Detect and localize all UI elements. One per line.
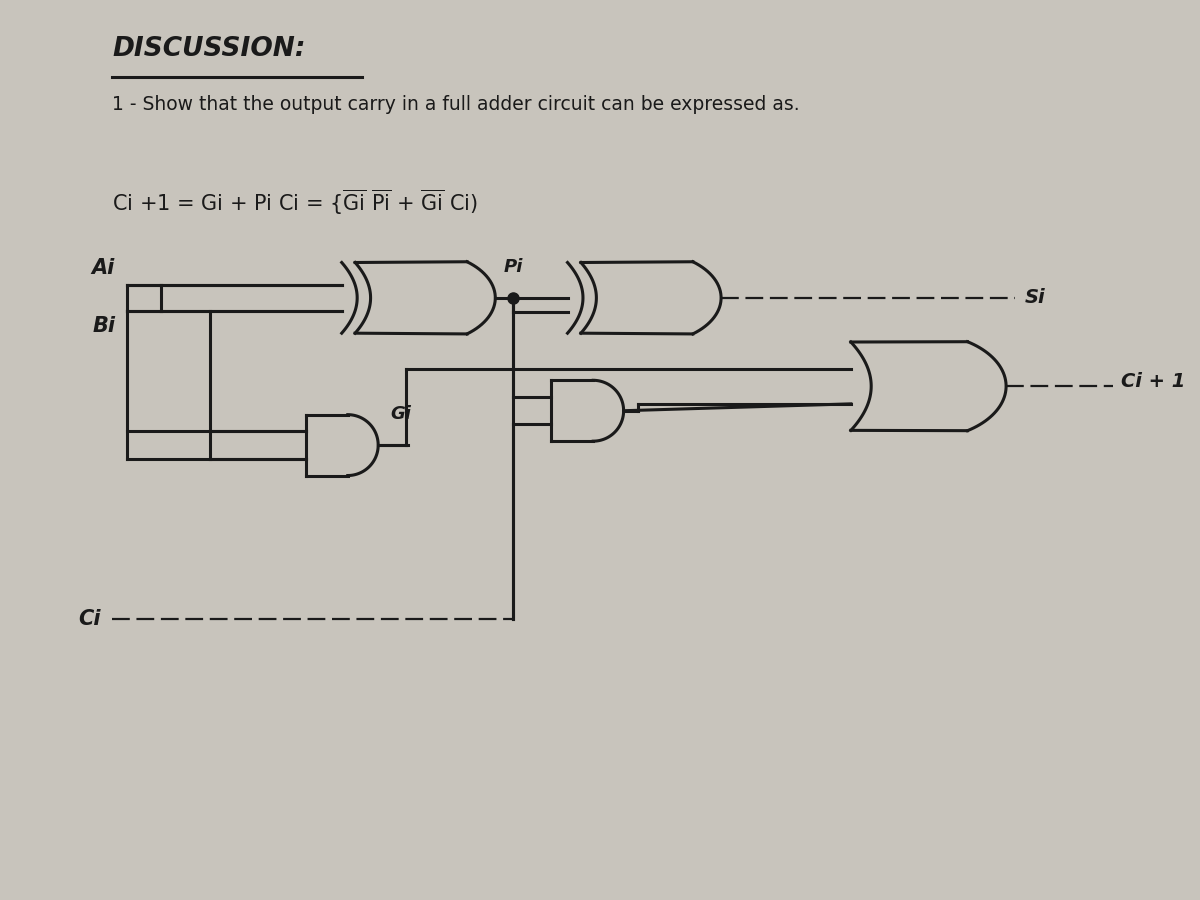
Text: Pi: Pi [503,258,522,276]
Text: Ci: Ci [78,609,101,629]
Text: Bi: Bi [92,316,115,336]
Text: Gi: Gi [390,406,410,424]
Text: Ci + 1: Ci + 1 [1121,372,1186,391]
Text: Ai: Ai [92,258,115,278]
Text: Si: Si [1025,288,1045,307]
Text: DISCUSSION:: DISCUSSION: [112,36,306,62]
Text: 1 - Show that the output carry in a full adder circuit can be expressed as.: 1 - Show that the output carry in a full… [112,94,799,113]
Text: Ci +1 = Gi + Pi Ci = {$\overline{\mathrm{Gi}}$ $\overline{\mathrm{Pi}}$ + $\over: Ci +1 = Gi + Pi Ci = {$\overline{\mathrm… [112,188,478,217]
